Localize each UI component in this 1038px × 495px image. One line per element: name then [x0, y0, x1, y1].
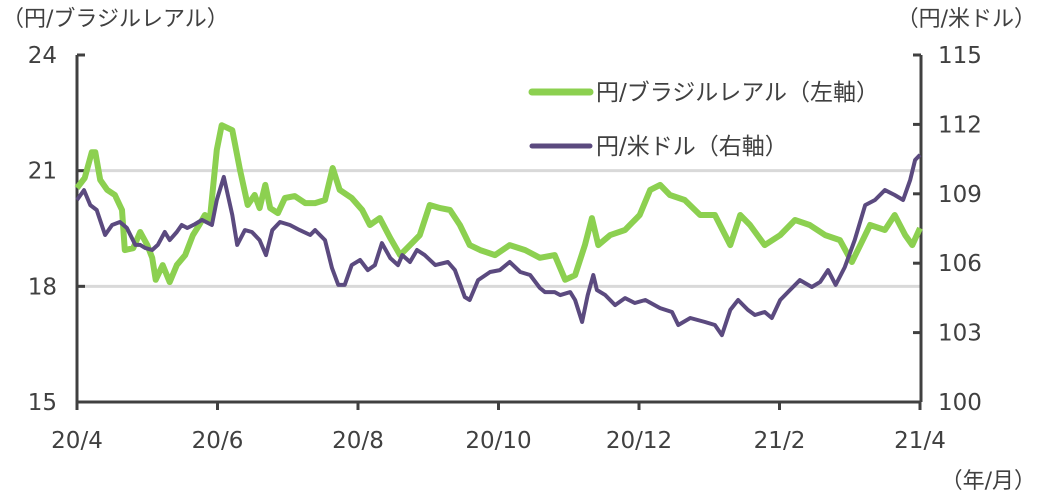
- right-tick-label: 115: [938, 43, 982, 69]
- left-tick-label: 24: [28, 43, 57, 69]
- right-tick-label: 103: [938, 321, 982, 347]
- right-tick-label: 112: [938, 112, 982, 138]
- left-tick-label: 18: [28, 274, 57, 300]
- x-tick-label: 21/4: [894, 428, 946, 454]
- left-tick-label: 15: [28, 390, 57, 416]
- x-axis-unit-label: （年/月）: [941, 469, 1036, 494]
- left-tick-label: 21: [28, 159, 57, 185]
- series-line-jpy-brl: [74, 122, 923, 286]
- legend-label-usd: 円/米ドル（右軸）: [596, 134, 788, 160]
- x-tick-label: 20/6: [192, 428, 244, 454]
- legend: 円/ブラジルレアル（左軸） 円/米ドル（右軸）: [528, 80, 879, 160]
- x-tick-label: 20/8: [332, 428, 384, 454]
- right-tick-label: 109: [938, 182, 982, 208]
- legend-label-brl: 円/ブラジルレアル（左軸）: [596, 80, 879, 106]
- left-axis-unit-label: （円/ブラジルレアル）: [2, 7, 229, 32]
- right-tick-label: 106: [938, 251, 982, 277]
- x-tick-label: 20/4: [51, 428, 103, 454]
- right-tick-label: 100: [938, 390, 982, 416]
- series-line-jpy-usd: [75, 153, 922, 338]
- x-tick-label: 21/2: [754, 428, 806, 454]
- x-tick-label: 20/10: [465, 428, 531, 454]
- x-tick-label: 20/12: [606, 428, 672, 454]
- right-axis-unit-label: （円/米ドル）: [897, 7, 1036, 32]
